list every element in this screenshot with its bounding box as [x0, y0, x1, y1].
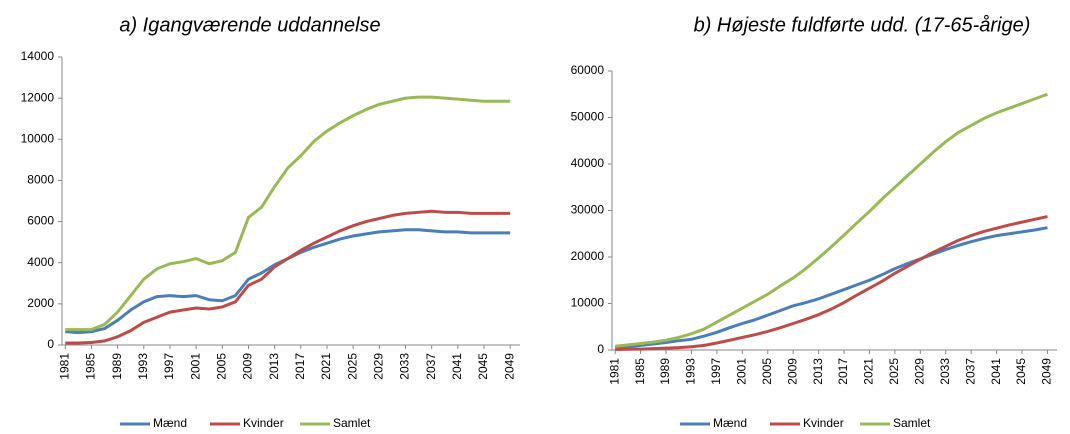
series-line — [615, 215, 1048, 352]
x-tick-label: 2033 — [938, 358, 952, 385]
x-tick-label: 1997 — [709, 358, 723, 385]
legend-label: Mænd — [153, 416, 187, 430]
legend-label: Samlet — [333, 416, 371, 430]
x-tick-label: 2009 — [785, 358, 799, 385]
x-tick-label: 2049 — [502, 353, 516, 380]
y-tick-label: 14000 — [21, 49, 55, 63]
x-tick-label: 2001 — [188, 353, 202, 380]
y-tick-label: 50000 — [571, 110, 605, 124]
x-tick-label: 2017 — [293, 353, 307, 380]
legend-label: Kvinder — [243, 416, 284, 430]
series-line — [615, 92, 1048, 348]
x-tick-label: 2029 — [912, 358, 926, 385]
x-tick-label: 2033 — [398, 353, 412, 380]
y-tick-label: 60000 — [571, 63, 605, 77]
y-tick-label: 4000 — [27, 255, 54, 269]
legend-label: Samlet — [893, 416, 931, 430]
chart-title: b) Højeste fuldførte udd. (17-65-årige) — [694, 14, 1031, 36]
y-tick-label: 10000 — [21, 131, 55, 145]
x-tick-label: 2013 — [267, 353, 281, 380]
x-tick-label: 2037 — [963, 358, 977, 385]
x-tick-label: 1989 — [658, 358, 672, 385]
x-tick-label: 2005 — [214, 353, 228, 380]
x-tick-label: 1981 — [57, 353, 71, 380]
y-tick-label: 10000 — [571, 296, 605, 310]
x-tick-label: 1993 — [684, 358, 698, 385]
x-tick-label: 2045 — [476, 353, 490, 380]
x-tick-label: 2021 — [319, 353, 333, 380]
x-tick-label: 2025 — [345, 353, 359, 380]
y-tick-label: 0 — [597, 342, 604, 356]
y-tick-label: 40000 — [571, 156, 605, 170]
y-tick-label: 0 — [47, 337, 54, 351]
legend-label: Kvinder — [803, 416, 844, 430]
y-tick-label: 6000 — [27, 214, 54, 228]
x-tick-label: 2025 — [887, 358, 901, 385]
y-tick-label: 30000 — [571, 203, 605, 217]
x-tick-label: 1985 — [633, 358, 647, 385]
x-tick-label: 1989 — [110, 353, 124, 380]
series-line — [65, 95, 511, 332]
x-tick-label: 2045 — [1014, 358, 1028, 385]
x-tick-label: 2041 — [989, 358, 1003, 385]
y-tick-label: 12000 — [21, 90, 55, 104]
x-tick-label: 1997 — [162, 353, 176, 380]
x-tick-label: 2005 — [760, 358, 774, 385]
x-tick-label: 2049 — [1040, 358, 1054, 385]
x-tick-label: 2001 — [734, 358, 748, 385]
x-tick-label: 1981 — [607, 358, 621, 385]
series-line — [65, 209, 511, 345]
y-tick-label: 8000 — [27, 173, 54, 187]
x-tick-label: 1993 — [136, 353, 150, 380]
x-tick-label: 2041 — [450, 353, 464, 380]
y-tick-label: 20000 — [571, 249, 605, 263]
x-tick-label: 2021 — [862, 358, 876, 385]
x-tick-label: 2037 — [424, 353, 438, 380]
legend-label: Mænd — [713, 416, 747, 430]
y-tick-label: 2000 — [27, 296, 54, 310]
x-tick-label: 1985 — [84, 353, 98, 380]
x-tick-label: 2017 — [836, 358, 850, 385]
series-line — [615, 226, 1048, 350]
series-line — [65, 228, 511, 335]
x-tick-label: 2013 — [811, 358, 825, 385]
x-tick-label: 2009 — [241, 353, 255, 380]
x-tick-label: 2029 — [372, 353, 386, 380]
chart-title: a) Igangværende uddannelse — [119, 14, 380, 36]
